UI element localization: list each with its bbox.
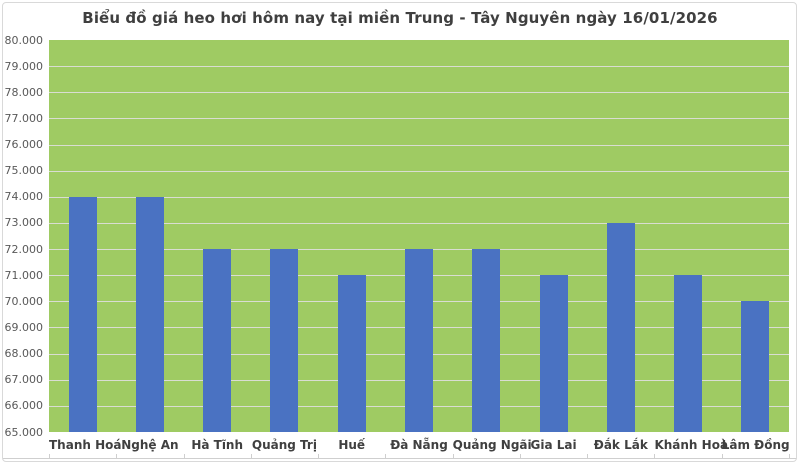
y-axis-tick-label: 80.000 (4, 33, 44, 47)
x-axis-category-label: Gia Lai (530, 438, 577, 452)
axis-tick (519, 454, 521, 459)
bar (270, 249, 299, 432)
y-axis-tick-label: 72.000 (4, 242, 44, 256)
y-axis-tick-label: 67.000 (4, 373, 44, 387)
bar (337, 275, 366, 432)
plot-area (49, 40, 789, 432)
axis-tick (183, 454, 185, 459)
x-axis-category-label: Đắk Lắk (593, 438, 648, 452)
x-axis-category-label: Quảng Ngãi (452, 438, 532, 452)
y-axis-tick-label: 65.000 (4, 425, 44, 439)
y-axis-tick-label: 69.000 (4, 320, 44, 334)
bar (68, 196, 97, 432)
y-axis-tick-label: 77.000 (4, 111, 44, 125)
y-axis-tick-label: 75.000 (4, 164, 44, 178)
gridline (49, 118, 789, 120)
x-axis-category-label: Hà Tĩnh (191, 438, 244, 452)
bar (606, 222, 635, 432)
y-axis-tick-label: 78.000 (4, 85, 44, 99)
bar (405, 249, 433, 432)
axis-tick (250, 454, 252, 459)
gridline (49, 66, 789, 68)
gridline (49, 170, 789, 172)
bar (135, 196, 164, 432)
gridline (49, 196, 789, 198)
y-axis-tick-label: 76.000 (4, 138, 44, 152)
axis-tick (721, 454, 723, 459)
axis-tick (654, 454, 656, 459)
y-axis-tick-label: 66.000 (4, 399, 44, 413)
bar (674, 275, 703, 432)
x-axis-line (3, 458, 797, 459)
axis-tick (49, 454, 50, 459)
bar (539, 275, 568, 432)
y-axis-tick-label: 71.000 (4, 268, 44, 282)
x-axis-category-label: Huế (338, 438, 366, 452)
y-axis-tick-label: 70.000 (4, 294, 44, 308)
gridline (49, 222, 789, 224)
x-axis-category-label: Quảng Trị (251, 438, 317, 452)
x-axis-category-label: Lâm Đồng (721, 438, 790, 452)
y-axis-tick-label: 68.000 (4, 347, 44, 361)
axis-tick (385, 454, 387, 459)
x-axis-category-label: Nghệ An (121, 438, 179, 452)
axis-tick (587, 454, 589, 459)
axis-tick (452, 454, 454, 459)
axis-tick (789, 454, 790, 459)
gridline (49, 144, 789, 146)
gridline (49, 92, 789, 94)
x-axis-category-label: Đà Nẵng (390, 438, 448, 452)
chart-title: Biểu đồ giá heo hơi hôm nay tại miền Tru… (82, 9, 718, 27)
axis-tick (116, 454, 118, 459)
y-axis-tick-label: 73.000 (4, 216, 44, 230)
y-axis-tick-label: 74.000 (4, 190, 44, 204)
axis-tick (318, 454, 320, 459)
x-axis-category-label: Khánh Hoà (654, 438, 729, 452)
bar (203, 249, 232, 432)
bar (741, 301, 770, 432)
bar (472, 249, 501, 432)
x-axis-category-label: Thanh Hoá (49, 438, 122, 452)
y-axis-tick-label: 79.000 (4, 59, 44, 73)
